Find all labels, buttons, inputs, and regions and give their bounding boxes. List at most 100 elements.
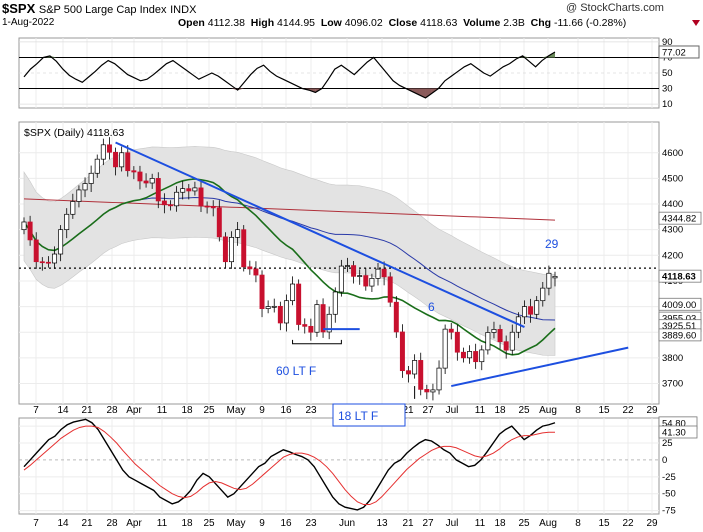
rsi-tick-label: 90 [662,37,673,48]
x-tick-label: 27 [422,405,434,416]
candle-body [88,172,94,184]
x-tick-label: Aug [539,518,557,529]
stockcharts-logo: @ StockCharts.com [566,2,664,14]
stochastic-panel-frame [18,417,660,515]
low-label: Low [320,17,342,29]
symbol-title: $SPX S&P 500 Large Cap Index INDX [2,1,196,16]
candle-body [393,301,399,333]
x-tick-label: 8 [575,405,581,416]
candle-body [229,237,235,263]
candle-body [290,283,296,302]
candle-body [363,275,369,287]
candle-body [222,236,228,263]
open-value: 4112.38 [207,17,245,29]
x-tick-label: 7 [33,405,39,416]
price-last-label: 4344.82 [662,214,696,225]
candle-body [399,331,405,372]
x-tick-label: 15 [598,405,610,416]
candle-body [448,328,454,333]
close-label: Close [388,17,418,29]
candle-body [131,170,137,173]
rsi-layer [23,51,556,99]
x-tick-label: 11 [475,405,486,416]
candle-body [308,325,314,333]
x-tick-label: 18 [494,405,506,416]
candle-body [344,265,350,267]
candle-body [265,306,271,309]
x-tick-label: Apr [126,405,142,416]
annotation-count-29: 29 [545,237,559,251]
candle-body [161,200,167,206]
x-tick-label: 16 [280,405,292,416]
candle-body [528,306,534,315]
x-tick-label: Jul [446,405,459,416]
price-last-label-box [658,328,702,342]
x-tick-label: 18 [181,518,193,529]
candle-body [369,278,375,287]
candle-body [491,329,497,333]
candle-body [424,389,430,393]
stochastic-tick-label: 25 [662,438,673,449]
price-tick-label: 4400 [662,199,683,210]
x-tick-label: 9 [259,405,265,416]
x-tick-label: 23 [305,405,317,416]
candle-body [27,221,33,241]
open-label: Open [178,17,205,29]
price-last-label: 4118.63 [662,272,696,283]
x-tick-label: 21 [81,518,93,529]
x-tick-label: 25 [518,518,530,529]
rsi-last-value-box [658,45,700,59]
x-tick-label: May [227,518,246,529]
rsi-tick-label: 10 [662,99,673,110]
candle-body [534,300,540,315]
x-tick-label: 8 [575,518,581,529]
candle-body [155,178,161,202]
price-tick-label: 4300 [662,225,683,236]
price-axis: 4600450044004300420041004000390038003700… [658,148,702,389]
x-tick-label: 25 [518,405,530,416]
candle-body [302,324,308,327]
candle-body [357,275,363,277]
price-tick-label: 3700 [662,378,683,389]
symbol: $SPX [2,1,36,16]
candle-body [204,205,210,208]
rsi-tick-label: 30 [662,84,673,95]
x-tick-label: 28 [106,518,118,529]
candle-body [33,239,39,263]
uptrend-line [451,346,629,388]
price-last-label: 3889.60 [662,330,696,341]
candle-body [21,221,27,231]
candle-body [387,276,393,303]
annotation-60-lt-f: 60 LT F [276,364,316,378]
candle-body [106,144,112,153]
x-tick-label: 23 [305,518,317,529]
candle-body [546,272,552,289]
candle-body [82,183,88,191]
candle-body [320,304,326,333]
candle-body [192,187,198,192]
high-value: 4144.95 [277,17,316,29]
x-tick-label: May [227,405,246,416]
chg-label: Chg [530,17,552,29]
candle-body [430,389,436,393]
x-tick-label: 22 [622,405,634,416]
candle-body [521,306,527,318]
quote-line: Open 4112.38 High 4144.95 Low 4096.02 Cl… [178,17,626,29]
price-tick-label: 4600 [662,148,683,159]
rsi-axis: 907050301077.02 [658,37,700,110]
candle-body [503,341,509,351]
candle-body [509,331,515,351]
downtrend-line [115,141,525,329]
candle-body [52,253,58,264]
candle-body [216,207,222,238]
candle-body [381,268,387,278]
volume-label: Volume [463,17,501,29]
candle-body [540,287,546,302]
x-tick-label: 9 [259,518,265,529]
candle-body [198,187,204,207]
candle-body [326,313,332,333]
candle-body [454,331,460,353]
candle-body [125,152,131,172]
x-tick-label: 16 [280,518,292,529]
